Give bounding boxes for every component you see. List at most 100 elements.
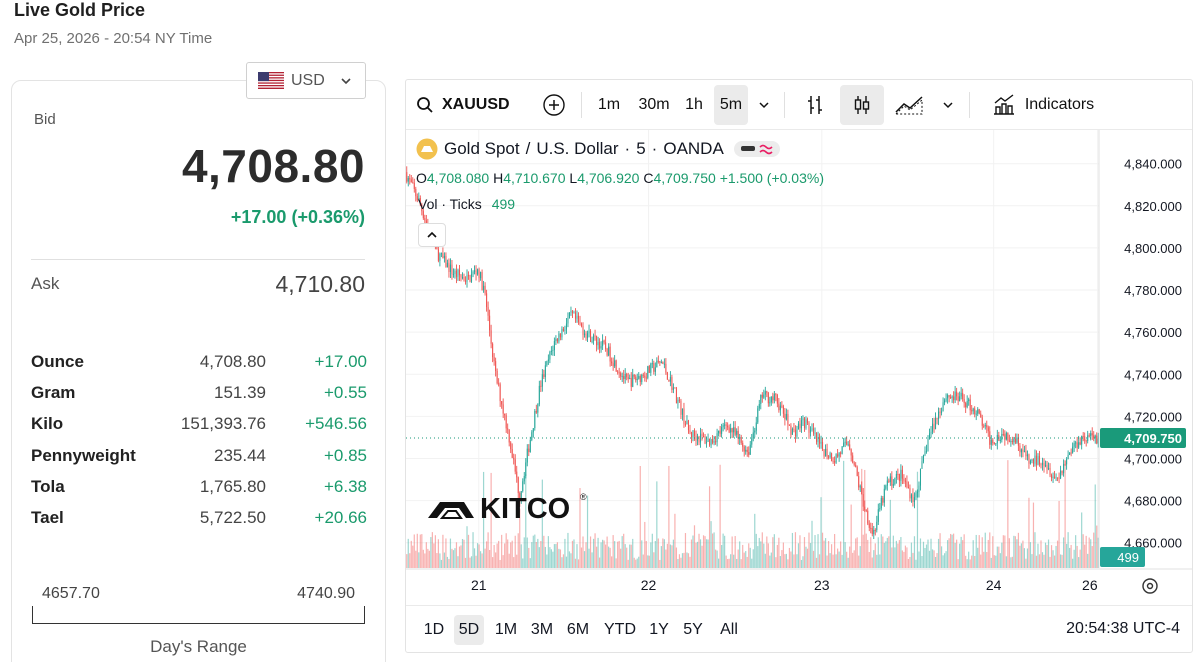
candle-body [668,379,670,382]
interval-dropdown[interactable] [752,85,776,125]
range-6m[interactable]: 6M [566,621,590,638]
indicators-button[interactable]: Indicators [984,85,1102,125]
candle-body [656,360,658,368]
candle-body [823,449,825,457]
range-1y[interactable]: 1Y [649,621,669,638]
volume-bar [659,559,661,568]
candle-body [799,423,801,429]
days-range-high: 4740.90 [297,585,355,602]
candle-body [467,275,470,277]
candle-body [828,456,830,458]
volume-bar [757,546,759,568]
candle-body [963,398,965,404]
candle-body [593,335,595,341]
volume-bar [734,536,736,568]
candle-style-button[interactable] [840,85,884,125]
candle-body [461,277,464,279]
volume-bar [721,545,723,568]
candle-body [1037,456,1039,465]
candle-body [531,432,533,440]
volume-bar [782,542,784,568]
volume-bar [424,553,426,568]
candle-body [822,441,824,450]
candle-body [564,329,566,332]
volume-bar [705,539,708,568]
unit-price: 4,708.80 [199,352,266,371]
compare-button[interactable] [538,85,570,125]
volume-bar [1067,532,1069,568]
symbol-search[interactable]: XAUUSD [416,85,516,125]
volume-bar [595,546,598,568]
candle-body [935,417,937,429]
candle-body [484,285,486,294]
chevron-down-icon [943,102,953,109]
range-1d[interactable]: 1D [423,621,445,638]
volume-bar [724,535,726,568]
candle-body [981,417,983,426]
interval-5m[interactable]: 5m [714,85,748,125]
interval-1m[interactable]: 1m [597,96,621,113]
volume-bar [776,544,778,568]
candle-body [831,453,833,462]
candle-body [445,255,447,268]
candle-body [1097,438,1099,444]
candle-body [612,363,614,367]
candle-body [1046,464,1048,470]
range-5d[interactable]: 5D [454,615,484,645]
volume-bar [574,558,577,568]
interval-1h[interactable]: 1h [685,96,703,113]
candle-body [552,350,554,352]
range-all[interactable]: All [720,621,738,638]
range-3m[interactable]: 3M [530,621,554,638]
volume-bar [571,540,574,568]
volume-bar [601,539,604,568]
volume-bar [1066,543,1068,568]
chart-style-dropdown[interactable] [936,85,960,125]
range-ytd[interactable]: YTD [604,621,636,638]
range-5y[interactable]: 5Y [683,621,703,638]
volume-bar [809,543,812,568]
candle-body [620,373,622,377]
volume-bar [645,540,647,568]
candle-body [709,438,711,446]
registered-mark: ® [580,492,587,502]
volume-bar [815,557,818,568]
candle-body [817,437,819,442]
candle-body [897,474,899,476]
price-chart[interactable]: KITCO ® 4,840.000 4,820.000 4,800.000 4,780… [406,130,1193,606]
candle-body [1064,463,1066,465]
volume-bar [617,541,619,568]
volume-bar [838,551,840,568]
volume-bar [1055,545,1057,568]
volume-bar [835,554,837,568]
candle-body [486,293,488,308]
range-1m[interactable]: 1M [494,621,518,638]
candle-body [790,425,792,435]
volume-bar [746,556,748,568]
volume-bar [986,552,988,568]
area-style-button[interactable] [890,85,928,125]
volume-bar [984,532,986,568]
interval-30m[interactable]: 30m [638,96,670,113]
volume-bar [752,549,754,568]
volume-bar [814,535,816,568]
volume-bar [937,538,940,568]
ask-price: 4,710.80 [275,271,365,297]
chart-clock[interactable]: 20:54:38 UTC-4 [1066,620,1180,637]
candle-body [464,280,467,282]
toolbar-divider [784,92,785,118]
candle-body [841,446,843,454]
volume-bar [421,534,423,568]
candle-body [437,249,439,261]
change-value: +1.500 (+0.03%) [719,170,824,186]
legend-status-pill[interactable] [733,141,780,157]
volume-bar [993,555,995,568]
candle-body [410,179,412,183]
collapse-legend-button[interactable] [418,223,446,247]
volume-bar [644,521,646,568]
candle-body [852,455,854,463]
currency-select[interactable]: USD [246,62,366,99]
bar-style-button[interactable] [798,85,832,125]
candle-body [880,498,882,509]
volume-bar [847,557,849,568]
